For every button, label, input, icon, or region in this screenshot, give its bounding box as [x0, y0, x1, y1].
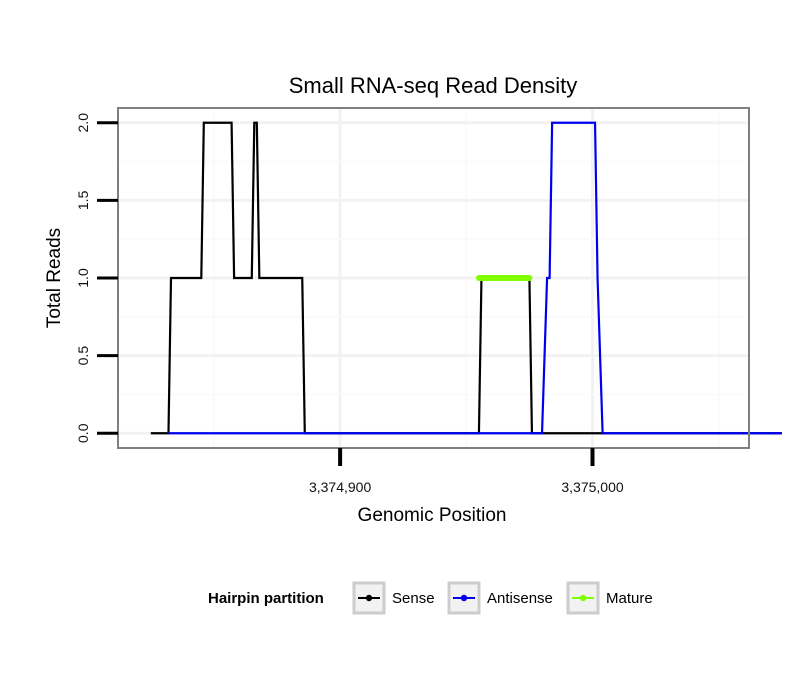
legend-label-antisense: Antisense — [487, 590, 553, 607]
series-line-antisense — [168, 121, 782, 435]
legend-label-sense: Sense — [392, 590, 435, 607]
legend-item-sense: Sense — [352, 581, 435, 615]
x-tick-label: 3,374,900 — [309, 479, 371, 495]
legend-dot-mature — [579, 594, 587, 602]
chart-title: Small RNA-seq Read Density — [289, 73, 578, 98]
y-tick-label: 1.5 — [75, 190, 91, 210]
series-lines — [150, 121, 782, 435]
y-tick-label: 1.0 — [75, 268, 91, 288]
x-tick-label: 3,375,000 — [561, 479, 623, 495]
legend-item-mature: Mature — [566, 581, 653, 615]
legend-label-mature: Mature — [606, 590, 653, 607]
axes: 0.0 0.5 1.0 1.5 2.0 3,374,900 3,375,000 — [75, 113, 624, 495]
x-axis-title: Genomic Position — [358, 505, 507, 526]
y-axis-title: Total Reads — [44, 228, 65, 328]
legend: Hairpin partition Sense Antisense Mature — [208, 581, 653, 615]
legend-title: Hairpin partition — [208, 590, 324, 607]
y-tick-label: 0.0 — [75, 423, 91, 443]
legend-dot-sense — [365, 594, 373, 602]
y-tick-label: 0.5 — [75, 346, 91, 366]
legend-dot-antisense — [460, 594, 468, 602]
legend-item-antisense: Antisense — [447, 581, 553, 615]
y-tick-label: 2.0 — [75, 113, 91, 133]
